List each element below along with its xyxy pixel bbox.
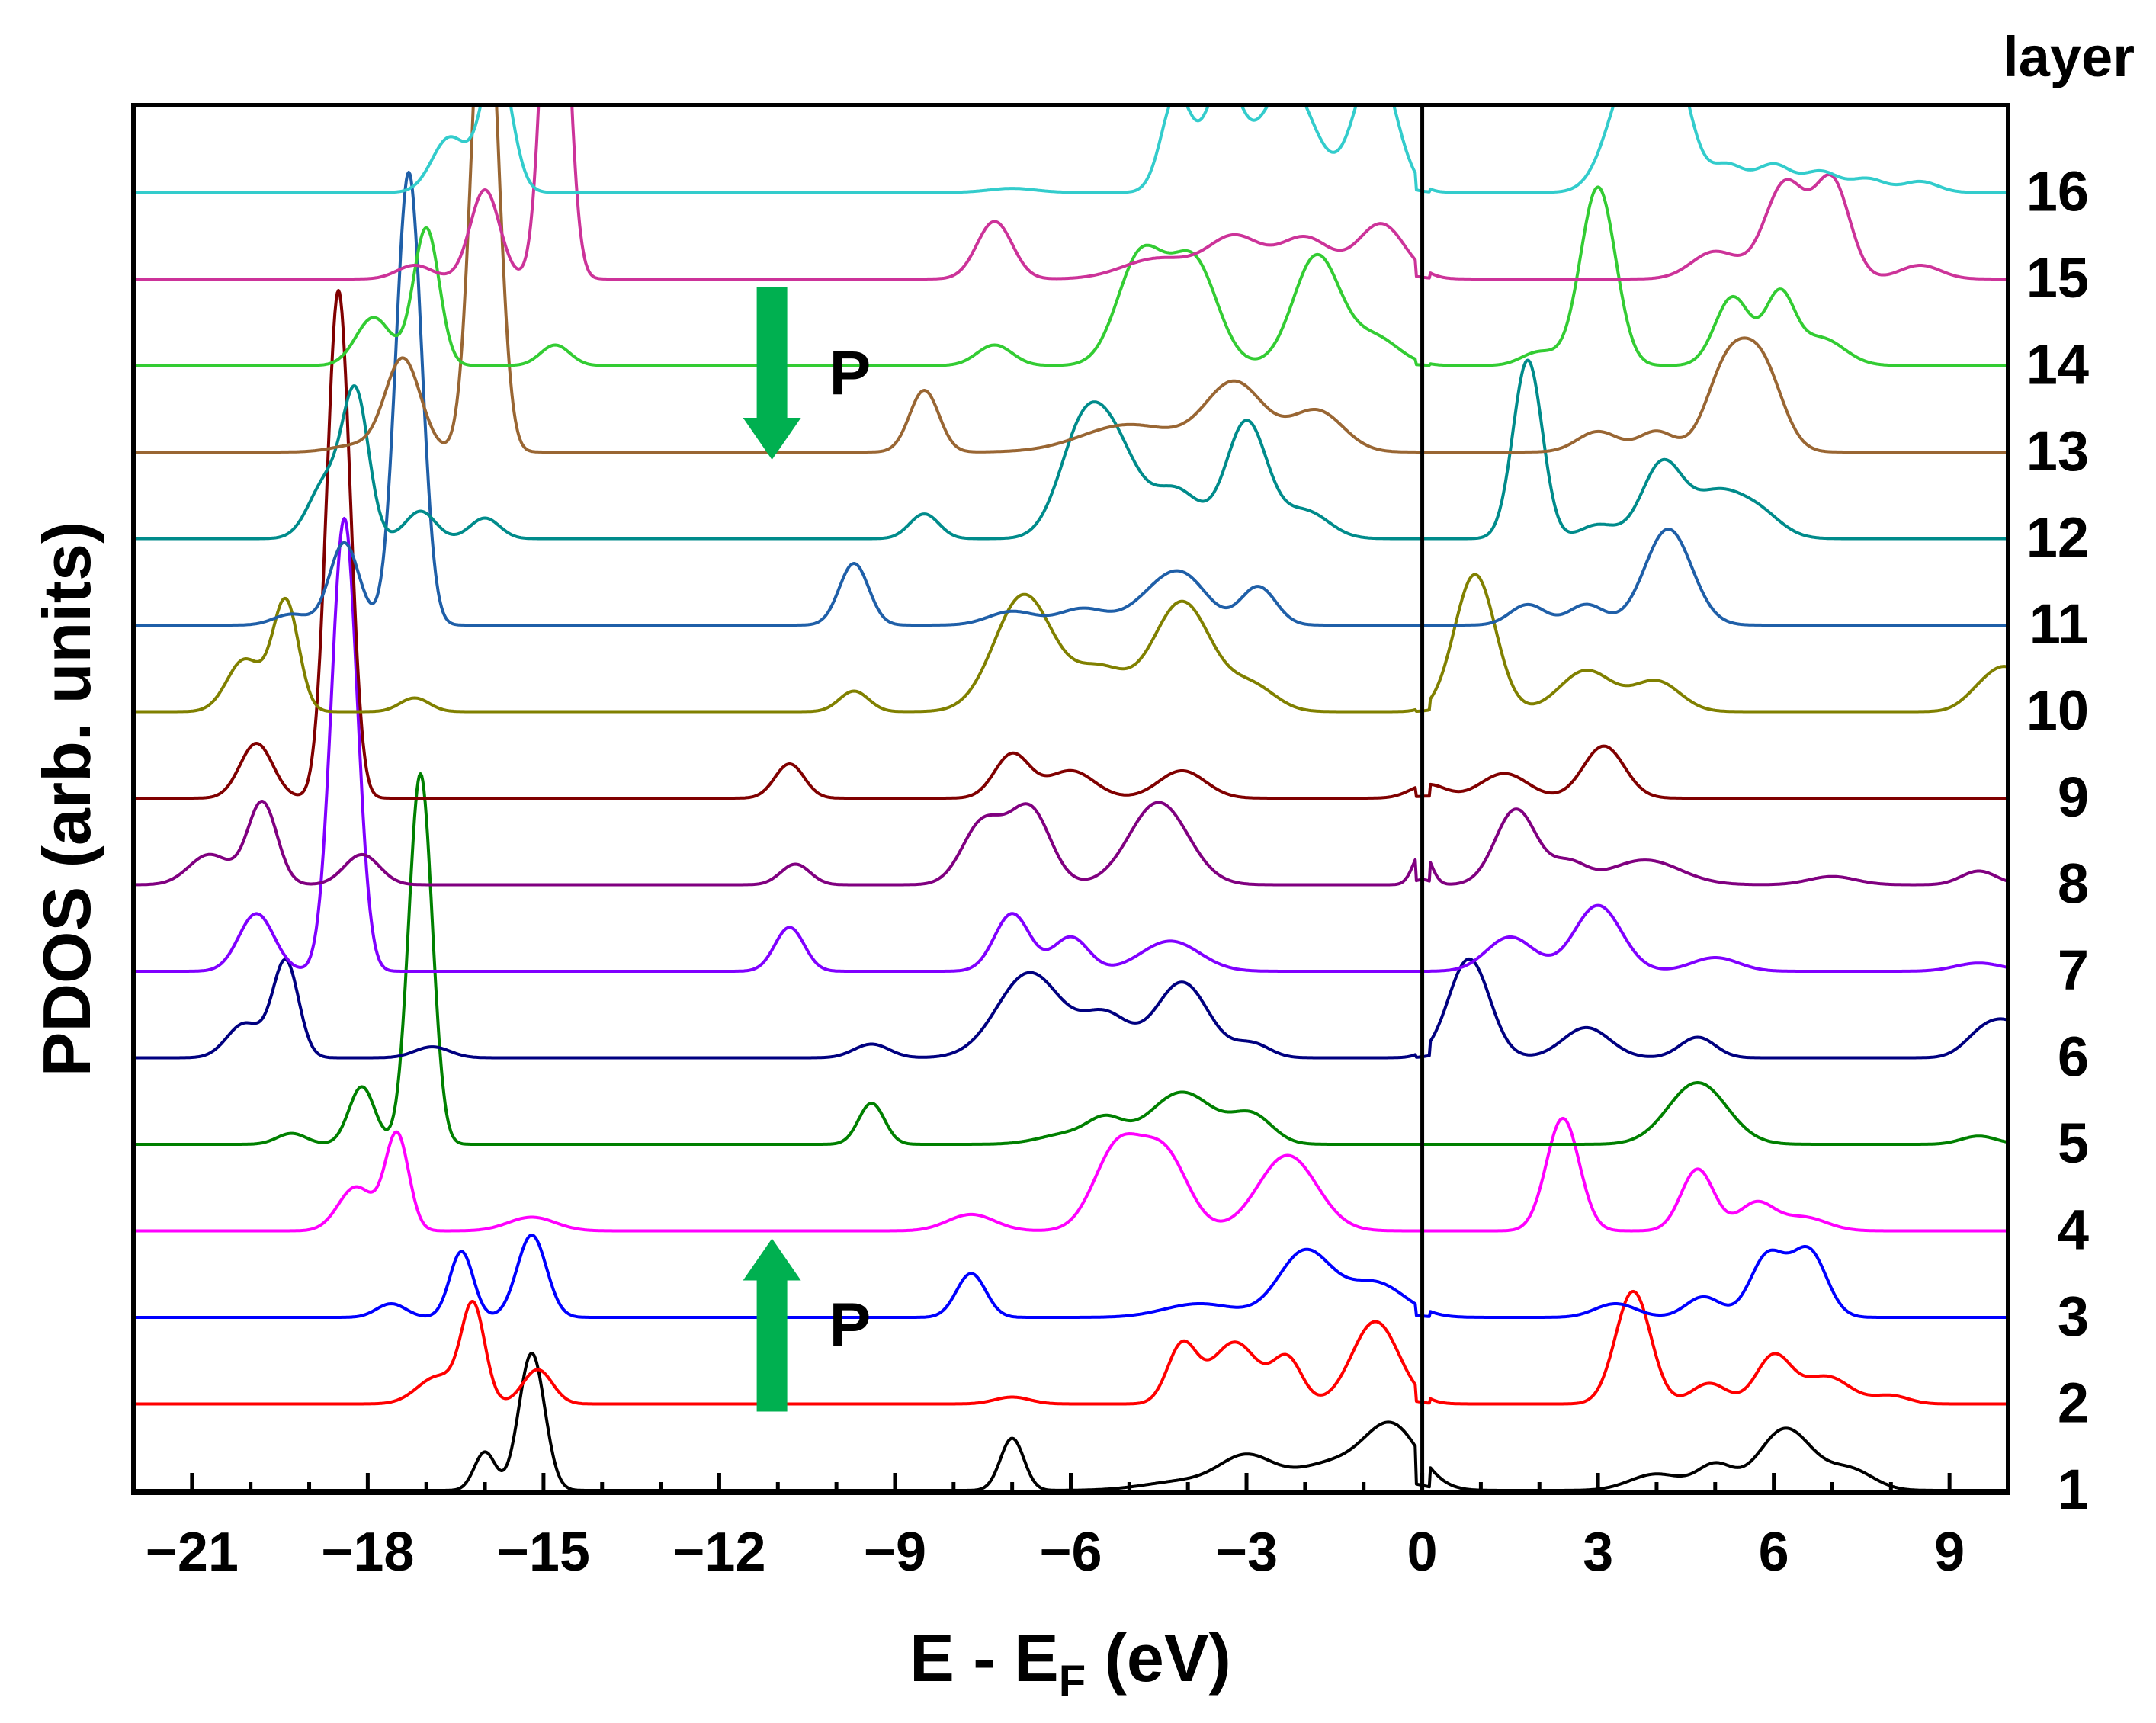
layer-label-10: 10 — [2026, 679, 2089, 743]
pdos-series-layer-2 — [133, 1289, 2008, 1406]
pdos-series-layer-9 — [133, 289, 2008, 800]
layer-label-14: 14 — [2026, 333, 2089, 396]
x-tick-label: 6 — [1759, 1522, 1789, 1583]
layer-label-16: 16 — [2026, 160, 2089, 223]
layer-label-6: 6 — [2058, 1025, 2089, 1089]
x-tick-label: 9 — [1934, 1522, 1965, 1583]
polarization-arrow-down — [743, 287, 801, 460]
layer-label-9: 9 — [2058, 765, 2089, 829]
layer-label-11: 11 — [2029, 592, 2089, 656]
x-axis-ticks: −21 −18 −15 −12 −9 −6 −3 0 3 6 9 — [131, 1473, 2010, 1583]
layer-label-5: 5 — [2058, 1112, 2089, 1175]
x-axis-title: E - EF (eV) — [910, 1620, 1231, 1706]
layer-label-4: 4 — [2058, 1198, 2089, 1262]
pdos-series-layer-1 — [133, 1352, 2008, 1492]
legend-title: layer — [2003, 25, 2135, 88]
layer-label-1: 1 — [2058, 1458, 2089, 1521]
x-tick-label: 0 — [1407, 1522, 1438, 1583]
x-tick-label: −21 — [146, 1522, 239, 1583]
x-tick-label: −15 — [497, 1522, 590, 1583]
x-tick-label: −18 — [321, 1522, 414, 1583]
x-tick-label: −9 — [864, 1522, 926, 1583]
x-tick-label: −12 — [672, 1522, 765, 1583]
pdos-series-layer-7 — [133, 517, 2008, 973]
layer-label-7: 7 — [2058, 939, 2089, 1002]
polarization-label: P — [829, 1291, 871, 1360]
x-tick-label: 3 — [1583, 1522, 1613, 1583]
pdos-series-layer-14 — [133, 185, 2008, 367]
pdos-series-layer-8 — [133, 800, 2008, 887]
layer-label-13: 13 — [2026, 419, 2089, 483]
pdos-series-layer-5 — [133, 772, 2008, 1146]
pdos-series-layer-4 — [133, 1116, 2008, 1233]
pdos-series-layer-10 — [133, 573, 2008, 714]
pdos-series-layer-15 — [133, 105, 2008, 281]
pdos-series-layer-6 — [133, 957, 2008, 1060]
polarization-arrows: PP — [743, 287, 871, 1412]
layer-label-3: 3 — [2058, 1285, 2089, 1348]
polarization-arrow-up — [743, 1238, 801, 1412]
y-axis-title: PDOS (arb. units) — [29, 521, 104, 1077]
pdos-series-layer-16 — [133, 105, 2008, 194]
layer-label-8: 8 — [2058, 852, 2089, 916]
layer-label-12: 12 — [2026, 506, 2089, 570]
pdos-series-layer-11 — [133, 171, 2008, 627]
layer-label-15: 15 — [2026, 246, 2089, 310]
x-tick-label: −6 — [1039, 1522, 1102, 1583]
pdos-series-layer-12 — [133, 358, 2008, 541]
pdos-curves — [133, 105, 2008, 1492]
pdos-series-layer-3 — [133, 1234, 2008, 1319]
pdos-series-layer-13 — [133, 105, 2008, 454]
polarization-label: P — [829, 339, 871, 409]
layer-label-2: 2 — [2058, 1372, 2089, 1435]
x-tick-label: −3 — [1215, 1522, 1278, 1583]
